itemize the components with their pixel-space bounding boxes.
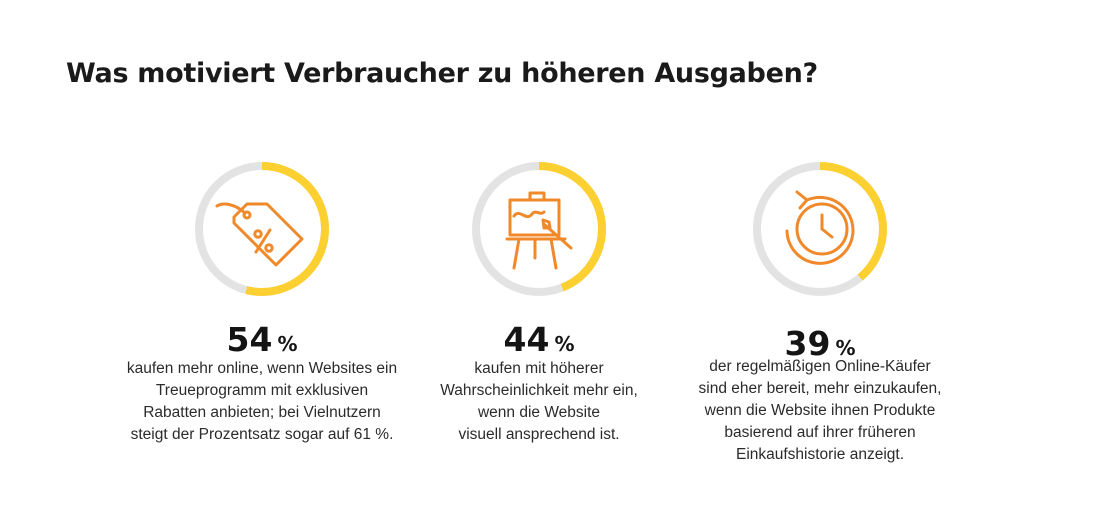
donut-ring — [751, 160, 889, 298]
description-line: wenn die Website — [477, 404, 601, 421]
description-line: visuell ansprechend ist. — [458, 426, 620, 443]
stat-description: kaufen mehr online, wenn Websites ein Tr… — [112, 358, 412, 446]
description-line: der regelmäßigen Online-Käufer — [709, 358, 931, 375]
description-line: Treueprogramm mit exklusiven — [155, 382, 369, 399]
stat-card: 54% kaufen mehr online, wenn Websites ei… — [112, 160, 412, 446]
stat-card: 44% kaufen mit höherer Wahrscheinlichkei… — [389, 160, 689, 446]
description-line: sind eher bereit, mehr einzukaufen, — [698, 380, 942, 397]
description-line: steigt der Prozentsatz sogar auf 61 %. — [130, 426, 394, 443]
donut-ring — [470, 160, 608, 298]
easel-paintbrush-icon — [505, 191, 573, 270]
description-line: Einkaufshistorie anzeigt. — [735, 446, 904, 463]
description-line: kaufen mit höherer — [474, 360, 604, 377]
donut-arc — [472, 162, 606, 296]
stat-figure: 54% — [112, 322, 412, 358]
stat-figure: 39% — [670, 326, 970, 362]
description-line: Wahrscheinlichkeit mehr ein, — [440, 382, 638, 399]
description-line: wenn die Website ihnen Produkte — [704, 402, 936, 419]
stat-figure: 44% — [389, 322, 689, 358]
stat-description: der regelmäßigen Online-Käufer sind eher… — [670, 356, 970, 466]
stat-value: 54 — [226, 320, 273, 359]
page-title: Was motiviert Verbraucher zu höheren Aus… — [66, 58, 818, 89]
stat-description: kaufen mit höherer Wahrscheinlichkeit me… — [389, 358, 689, 446]
donut-svg — [195, 162, 329, 296]
price-tag-percent-icon — [215, 202, 304, 267]
description-line: Rabatten anbieten; bei Vielnutzern — [143, 404, 381, 421]
percent-sign: % — [835, 336, 856, 360]
description-line: basierend auf ihrer früheren — [724, 424, 916, 441]
stat-value: 44 — [503, 320, 550, 359]
description-line: kaufen mehr online, wenn Websites ein — [126, 360, 398, 377]
stat-card: 39% der regelmäßigen Online-Käufer sind … — [670, 160, 970, 466]
donut-svg — [472, 162, 606, 296]
donut-ring — [193, 160, 331, 298]
donut-arc — [753, 162, 887, 296]
percent-sign: % — [554, 332, 575, 356]
stat-value: 39 — [784, 324, 831, 363]
percent-sign: % — [277, 332, 298, 356]
clock-history-icon — [785, 190, 855, 265]
donut-arc — [195, 162, 329, 296]
donut-svg — [753, 162, 887, 296]
